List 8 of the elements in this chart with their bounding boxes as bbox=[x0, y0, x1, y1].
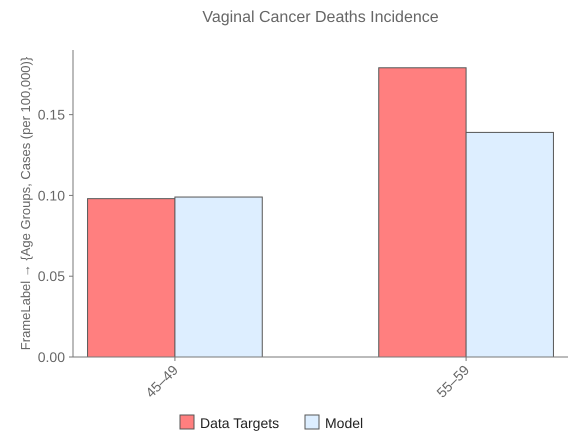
legend-label: Model bbox=[325, 414, 364, 431]
y-axis-title: FrameLabel → {Age Groups, Cases (per 100,000)} bbox=[18, 56, 33, 350]
y-tick-label: 0.05 bbox=[38, 268, 66, 284]
chart-title: Vaginal Cancer Deaths Incidence bbox=[202, 9, 439, 26]
y-tick-label: 0.15 bbox=[38, 106, 66, 123]
legend-label: Data Targets bbox=[200, 414, 280, 431]
y-tick-label: 0.00 bbox=[38, 348, 66, 365]
y-tick-label: 0.10 bbox=[38, 187, 66, 204]
